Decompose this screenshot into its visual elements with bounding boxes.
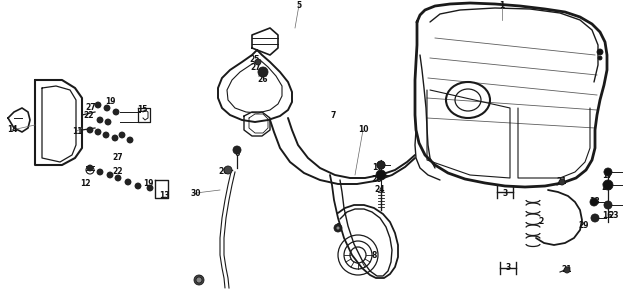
Text: 21: 21 (562, 265, 572, 275)
Text: 28: 28 (372, 175, 382, 185)
Text: 22: 22 (113, 168, 124, 177)
Text: 12: 12 (80, 178, 90, 188)
Text: 24: 24 (375, 185, 385, 195)
Circle shape (591, 214, 599, 222)
Circle shape (103, 132, 109, 138)
Circle shape (559, 179, 565, 185)
Text: 22: 22 (84, 111, 94, 119)
Circle shape (87, 165, 93, 171)
Circle shape (604, 168, 612, 176)
Text: 27: 27 (113, 154, 124, 162)
Circle shape (97, 117, 103, 123)
Text: 8: 8 (371, 251, 377, 259)
Text: 9: 9 (335, 224, 340, 232)
Circle shape (590, 198, 598, 206)
Text: 7: 7 (330, 111, 336, 119)
Circle shape (334, 224, 342, 232)
Circle shape (196, 277, 202, 283)
Circle shape (113, 109, 119, 115)
Circle shape (95, 102, 101, 108)
Text: 5: 5 (296, 1, 301, 9)
Circle shape (135, 183, 141, 189)
Circle shape (194, 275, 204, 285)
Circle shape (604, 201, 612, 209)
Circle shape (104, 105, 110, 111)
Circle shape (105, 119, 111, 125)
Circle shape (336, 226, 340, 230)
Circle shape (603, 180, 613, 190)
Circle shape (127, 137, 133, 143)
Text: 29: 29 (579, 221, 589, 229)
Circle shape (95, 129, 101, 135)
Circle shape (107, 172, 113, 178)
Text: 6: 6 (234, 148, 239, 158)
Circle shape (377, 171, 385, 179)
Circle shape (597, 49, 603, 55)
Circle shape (97, 169, 103, 175)
Text: 19: 19 (143, 179, 153, 188)
Text: 28: 28 (602, 184, 612, 192)
Text: 30: 30 (191, 188, 201, 198)
Circle shape (112, 135, 118, 141)
Text: 3: 3 (502, 188, 508, 198)
Text: 25: 25 (250, 55, 260, 65)
Text: 11: 11 (72, 126, 83, 135)
Text: 20: 20 (219, 168, 229, 177)
Text: 3: 3 (506, 264, 511, 272)
Circle shape (224, 166, 232, 174)
Text: 1: 1 (499, 1, 504, 9)
Circle shape (87, 127, 93, 133)
Text: 16: 16 (602, 211, 612, 219)
Circle shape (125, 179, 131, 185)
Text: 21: 21 (557, 178, 567, 187)
Text: 17: 17 (602, 171, 612, 179)
Text: 23: 23 (609, 211, 620, 219)
Circle shape (233, 146, 241, 154)
Circle shape (376, 170, 386, 180)
Text: 2: 2 (538, 218, 543, 227)
Circle shape (377, 161, 385, 169)
Circle shape (115, 175, 121, 181)
Text: 17: 17 (372, 164, 382, 172)
Text: 18: 18 (589, 198, 599, 207)
Circle shape (598, 56, 602, 60)
Circle shape (258, 67, 268, 77)
Text: 27: 27 (86, 104, 96, 112)
Circle shape (564, 267, 570, 273)
Text: 19: 19 (105, 98, 115, 106)
Text: 13: 13 (159, 191, 169, 201)
Text: 14: 14 (7, 125, 17, 135)
Circle shape (119, 132, 125, 138)
Circle shape (147, 185, 153, 191)
Text: 15: 15 (137, 105, 147, 115)
Circle shape (377, 161, 385, 169)
Text: 26: 26 (258, 75, 268, 85)
Circle shape (255, 59, 261, 65)
Text: 27: 27 (251, 64, 261, 72)
Text: 4: 4 (196, 275, 202, 285)
Text: 10: 10 (358, 125, 368, 135)
